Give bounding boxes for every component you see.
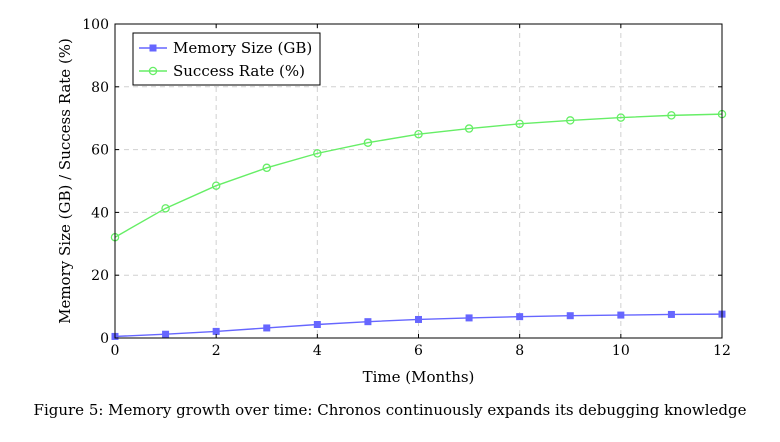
x-tick-label: 12 (713, 343, 731, 359)
axis-ticks: 0 2 4 6 8 10 12 0 20 40 60 80 100 (82, 17, 731, 359)
data-point-circle (414, 129, 423, 139)
y-axis-label: Memory Size (GB) / Success Rate (%) (56, 38, 74, 324)
data-point-circle (515, 119, 524, 129)
data-point-square (667, 310, 675, 318)
data-point-circle (667, 111, 676, 120)
data-point-square (516, 313, 524, 321)
y-tick-label: 100 (82, 17, 109, 33)
legend-marker-square (149, 44, 157, 52)
x-tick-label: 10 (612, 343, 630, 359)
x-tick-label: 0 (111, 343, 120, 359)
x-tick-label: 8 (515, 343, 524, 359)
data-point-square (313, 320, 321, 328)
legend-label: Memory Size (GB) (173, 39, 312, 57)
data-point-square (415, 315, 422, 323)
y-tick-label: 0 (100, 331, 109, 347)
data-point-square (617, 311, 625, 319)
x-tick-label: 2 (212, 343, 221, 359)
data-point-circle (161, 204, 170, 213)
legend: Memory Size (GB) Success Rate (%) (132, 32, 321, 86)
x-tick-label: 6 (414, 343, 423, 359)
data-point-circle (616, 113, 626, 122)
data-point-circle (262, 163, 271, 173)
line-chart: 0 2 4 6 8 10 12 0 20 40 60 80 100 Time (Months) Memo… (56, 17, 731, 386)
legend-label: Success Rate (%) (173, 62, 305, 80)
data-point-circle (313, 149, 322, 158)
data-point-circle (464, 124, 474, 133)
data-point-circle (566, 116, 575, 125)
data-point-square (162, 330, 170, 338)
data-point-square (465, 314, 473, 322)
legend-box (132, 32, 321, 86)
data-point-square (212, 327, 220, 335)
y-tick-label: 80 (91, 80, 109, 96)
figure-caption: Figure 5: Memory growth over time: Chron… (33, 401, 747, 419)
x-axis-label: Time (Months) (363, 368, 475, 386)
legend-marker-circle (148, 66, 158, 76)
x-tick-label: 4 (313, 343, 322, 359)
data-point-square (566, 312, 574, 320)
data-point-circle (211, 181, 221, 190)
y-tick-label: 60 (91, 143, 109, 159)
data-point-square (364, 318, 372, 326)
data-point-circle (363, 138, 373, 147)
data-point-square (263, 324, 271, 332)
y-tick-label: 20 (91, 268, 109, 284)
series-line-1 (114, 113, 723, 238)
y-tick-label: 40 (91, 205, 109, 221)
